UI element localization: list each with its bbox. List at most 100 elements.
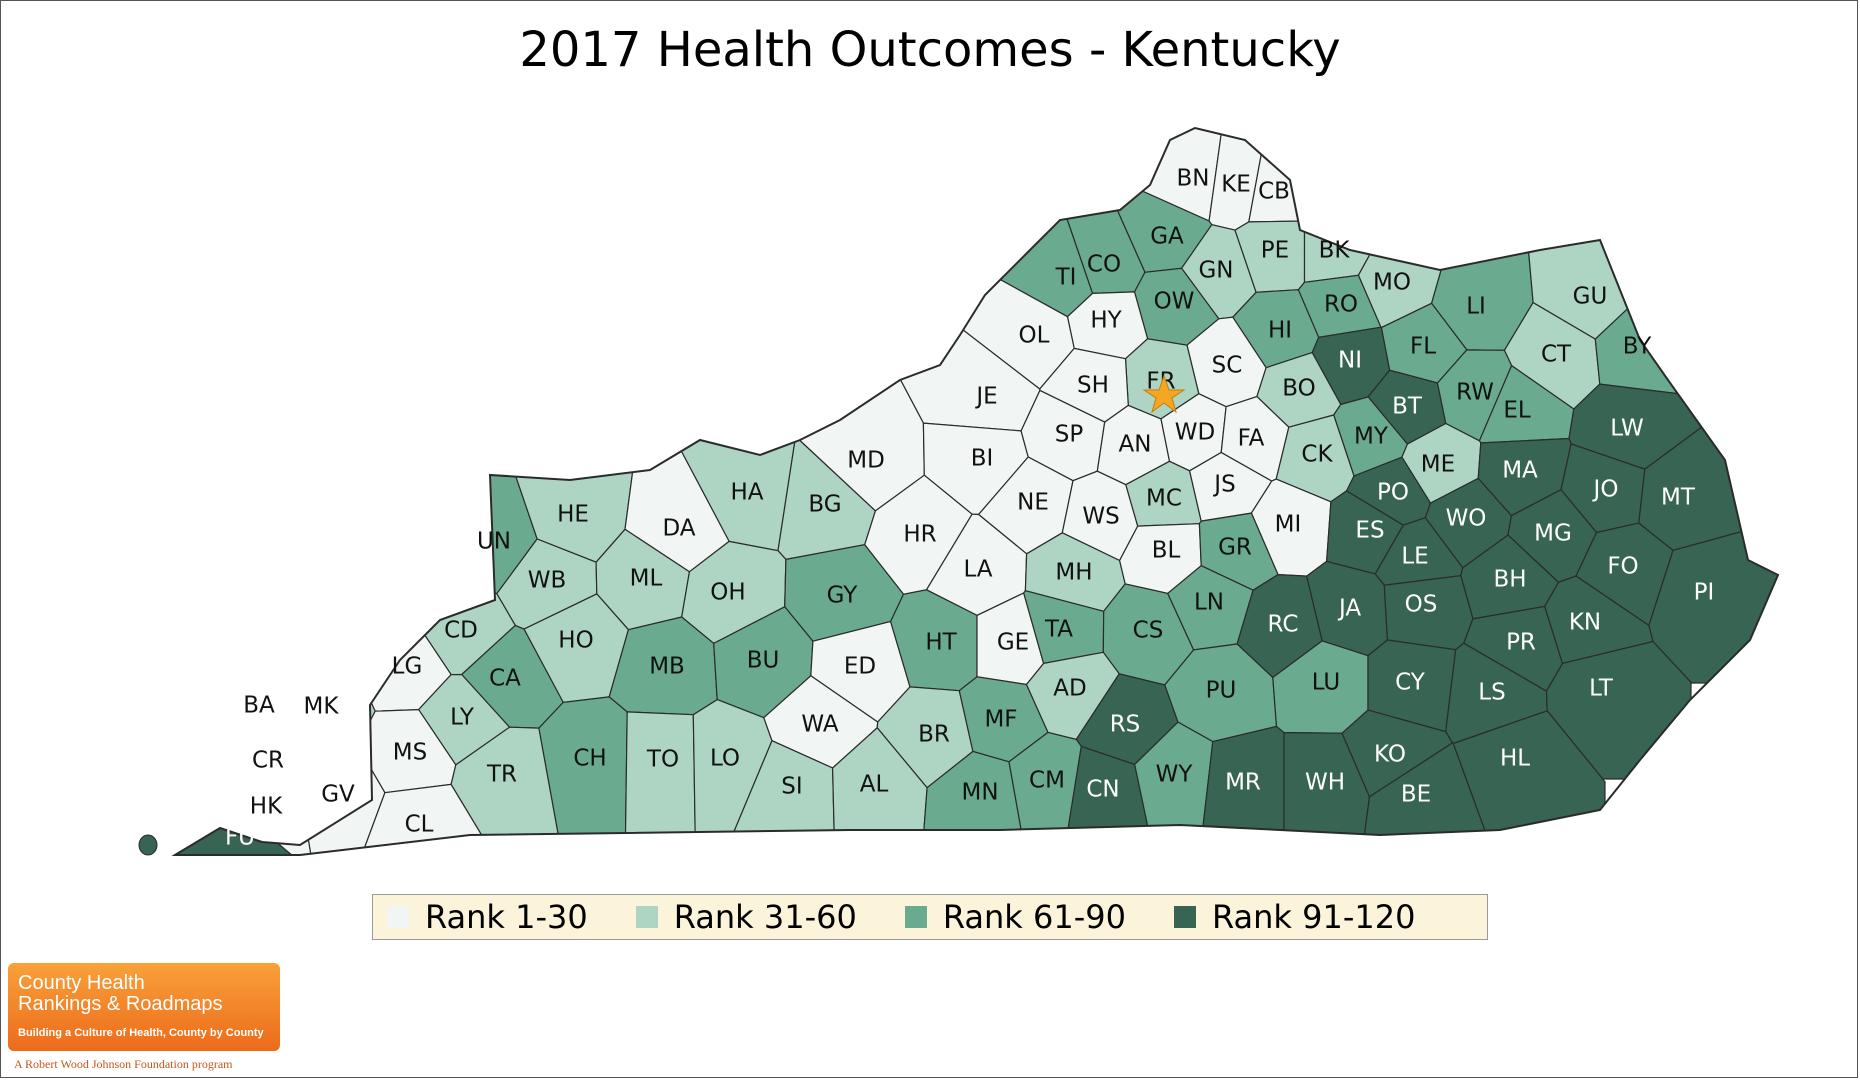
county-label-hi: HI bbox=[1268, 318, 1292, 344]
county-label-ba: BA bbox=[243, 693, 275, 719]
logo-line1: County Health bbox=[18, 972, 145, 994]
county-label-bl: BL bbox=[1152, 538, 1181, 564]
county-label-da: DA bbox=[662, 516, 695, 542]
county-label-hr: HR bbox=[903, 522, 936, 548]
county-label-my: MY bbox=[1354, 424, 1389, 450]
county-label-le: LE bbox=[1401, 544, 1428, 570]
county-label-rs: RS bbox=[1110, 712, 1141, 738]
logo-line2: Rankings & Roadmaps bbox=[18, 993, 223, 1015]
county-label-ne: NE bbox=[1017, 490, 1049, 516]
county-label-bu: BU bbox=[747, 648, 780, 674]
county-label-mo: MO bbox=[1373, 270, 1411, 296]
county-label-li: LI bbox=[1466, 294, 1486, 320]
county-label-ls: LS bbox=[1478, 680, 1505, 706]
legend-label: Rank 91-120 bbox=[1211, 898, 1416, 936]
county-label-fo: FO bbox=[1607, 554, 1638, 580]
county-label-hl: HL bbox=[1500, 746, 1530, 772]
county-cr bbox=[177, 728, 316, 787]
county-label-lo: LO bbox=[710, 746, 740, 772]
county-label-bi: BI bbox=[971, 446, 994, 472]
county-label-ad: AD bbox=[1053, 676, 1086, 702]
legend-item: Rank 91-120 bbox=[1173, 898, 1416, 936]
county-mk bbox=[288, 616, 376, 755]
county-label-wb: WB bbox=[528, 568, 567, 594]
county-label-wo: WO bbox=[1446, 506, 1487, 532]
county-label-mg: MG bbox=[1534, 521, 1572, 547]
county-label-cn: CN bbox=[1086, 777, 1119, 803]
county-cm bbox=[1008, 731, 1082, 855]
county-label-lg: LG bbox=[392, 654, 423, 680]
legend-item: Rank 1-30 bbox=[387, 898, 588, 936]
county-to bbox=[624, 711, 697, 851]
county-label-ck: CK bbox=[1301, 442, 1333, 468]
state-outline bbox=[171, 126, 1780, 856]
county-label-mr: MR bbox=[1225, 770, 1261, 796]
county-label-rw: RW bbox=[1456, 380, 1494, 406]
county-label-ow: OW bbox=[1154, 289, 1195, 315]
county-label-lu: LU bbox=[1312, 670, 1341, 696]
county-label-je: JE bbox=[974, 384, 997, 410]
county-label-lw: LW bbox=[1610, 416, 1643, 442]
county-label-fa: FA bbox=[1238, 426, 1265, 452]
county-label-fl: FL bbox=[1410, 334, 1436, 360]
county-label-cs: CS bbox=[1133, 618, 1164, 644]
county-label-hy: HY bbox=[1090, 308, 1122, 334]
county-label-cm: CM bbox=[1029, 768, 1065, 794]
county-label-es: ES bbox=[1355, 518, 1384, 544]
county-label-ti: TI bbox=[1055, 265, 1077, 291]
county-label-ms: MS bbox=[393, 740, 427, 766]
county-label-me: ME bbox=[1421, 452, 1455, 478]
logo-tagline: A Robert Wood Johnson Foundation program bbox=[14, 1057, 233, 1071]
county-label-ke: KE bbox=[1221, 172, 1251, 198]
legend-item: Rank 61-90 bbox=[904, 898, 1126, 936]
county-label-fu: FU bbox=[225, 825, 255, 851]
county-label-js: JS bbox=[1212, 472, 1235, 498]
county-label-gr: GR bbox=[1218, 535, 1252, 561]
star-icon bbox=[1142, 374, 1186, 414]
county-label-mn: MN bbox=[961, 780, 998, 806]
county-lg bbox=[316, 576, 452, 712]
county-label-po: PO bbox=[1377, 480, 1409, 506]
county-label-bg: BG bbox=[808, 492, 841, 518]
county-label-co: CO bbox=[1087, 252, 1121, 278]
county-label-pi: PI bbox=[1694, 580, 1715, 606]
county-label-he: HE bbox=[557, 502, 589, 528]
county-label-kn: KN bbox=[1569, 610, 1601, 636]
county-label-os: OS bbox=[1405, 592, 1438, 618]
county-label-cd: CD bbox=[444, 618, 478, 644]
county-label-sp: SP bbox=[1055, 422, 1084, 448]
county-label-ht: HT bbox=[925, 630, 957, 656]
county-label-ni: NI bbox=[1338, 348, 1362, 374]
county-label-mc: MC bbox=[1146, 486, 1182, 512]
county-label-jo: JO bbox=[1592, 477, 1619, 503]
county-label-ml: ML bbox=[630, 566, 663, 592]
county-label-rc: RC bbox=[1268, 612, 1299, 638]
county-label-bh: BH bbox=[1493, 567, 1526, 593]
legend-label: Rank 31-60 bbox=[673, 898, 857, 936]
county-label-ly: LY bbox=[450, 705, 475, 731]
county-label-gy: GY bbox=[827, 583, 859, 609]
county-label-sc: SC bbox=[1212, 353, 1243, 379]
county-ba bbox=[175, 615, 293, 750]
county-label-ch: CH bbox=[573, 746, 606, 772]
county-label-pu: PU bbox=[1206, 678, 1237, 704]
county-label-bo: BO bbox=[1282, 376, 1315, 402]
county-label-hk: HK bbox=[250, 794, 283, 820]
county-label-wa: WA bbox=[801, 712, 838, 738]
legend-label: Rank 61-90 bbox=[942, 898, 1126, 936]
legend-item: Rank 31-60 bbox=[635, 898, 857, 936]
chr-logo: County Health Rankings & Roadmaps Buildin… bbox=[8, 963, 280, 1051]
county-label-pr: PR bbox=[1506, 630, 1536, 656]
county-label-wh: WH bbox=[1305, 770, 1345, 796]
county-label-ko: KO bbox=[1374, 742, 1406, 768]
county-label-ln: LN bbox=[1194, 590, 1224, 616]
legend-swatch bbox=[904, 906, 927, 928]
county-label-mh: MH bbox=[1055, 560, 1092, 586]
map-title: 2017 Health Outcomes - Kentucky bbox=[519, 22, 1341, 78]
county-label-be: BE bbox=[1401, 782, 1431, 808]
county-label-mi: MI bbox=[1275, 512, 1302, 538]
county-label-ta: TA bbox=[1044, 617, 1073, 643]
county-label-ho: HO bbox=[558, 628, 593, 654]
